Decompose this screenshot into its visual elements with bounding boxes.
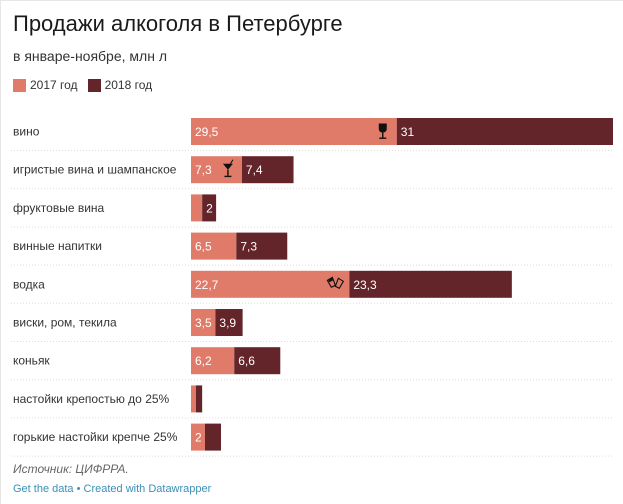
category-label: фруктовые вина (13, 201, 105, 215)
bar-2018 (202, 194, 217, 222)
data-label: 7,4 (246, 163, 263, 177)
data-label: 3,9 (219, 316, 236, 330)
data-label: 23,3 (353, 278, 377, 292)
legend-item-2017: 2017 год (13, 78, 78, 92)
data-label: 6,2 (195, 354, 212, 368)
bar-2017 (191, 270, 350, 298)
category-label: горькие настойки крепче 25% (13, 430, 178, 444)
bar-2018 (396, 118, 613, 145)
category-label: вино (13, 125, 40, 139)
data-label: 2 (206, 201, 213, 215)
wine-glass-icon (378, 123, 387, 139)
cocktail-icon (222, 159, 234, 178)
bar-2017 (191, 309, 216, 336)
bar-2017 (191, 194, 203, 222)
bar-2018 (234, 347, 281, 375)
footer-separator: • (73, 483, 84, 495)
footer: Get the data • Created with Datawrapper (13, 483, 211, 495)
bar-2018 (236, 232, 288, 260)
category-label: виски, ром, текила (13, 316, 117, 330)
legend-item-2018: 2018 год (87, 78, 153, 92)
data-label: 2 (195, 431, 202, 445)
data-label: 7,3 (195, 163, 212, 177)
category-label: водка (13, 277, 45, 291)
legend-swatch-2018 (87, 78, 101, 92)
category-label: настойки крепостью до 25% (13, 392, 170, 406)
bar-2017 (191, 156, 242, 184)
legend-swatch-2017 (13, 78, 26, 92)
bar-2017 (191, 232, 237, 260)
category-label: коньяк (13, 354, 50, 368)
data-label: 6,6 (238, 354, 255, 368)
chart-title: Продажи алкоголя в Петербурге (13, 11, 343, 36)
data-label: 7,3 (240, 240, 257, 254)
bar-2018 (241, 156, 294, 184)
data-label: 3,5 (195, 316, 212, 330)
bar-2018 (349, 270, 512, 298)
category-label: игристые вина и шампанское (13, 163, 177, 177)
data-label: 29,5 (195, 125, 219, 139)
bar-2018 (215, 309, 243, 336)
data-label: 6,5 (195, 240, 212, 254)
bar-2018 (204, 423, 221, 451)
legend-label: 2018 год (104, 78, 153, 92)
source-note: Источник: ЦИФРРА. (13, 462, 129, 476)
bar-2017 (191, 385, 196, 413)
bar-2017 (191, 118, 397, 145)
bar-2017 (191, 347, 235, 375)
legend-label: 2017 год (30, 78, 78, 92)
data-label: 22,7 (195, 278, 219, 292)
clinking-glasses-icon (326, 276, 345, 290)
bar-2017 (191, 423, 205, 451)
category-label: винные напитки (13, 239, 102, 253)
data-label: 31 (401, 125, 415, 139)
get-data-link[interactable]: Get the data (13, 483, 74, 495)
chart-subtitle: в январе-ноябре, млн л (13, 48, 167, 64)
legend: 2017 год 2018 год (13, 78, 152, 92)
datawrapper-link[interactable]: Created with Datawrapper (83, 483, 212, 495)
bar-2018 (195, 385, 203, 413)
